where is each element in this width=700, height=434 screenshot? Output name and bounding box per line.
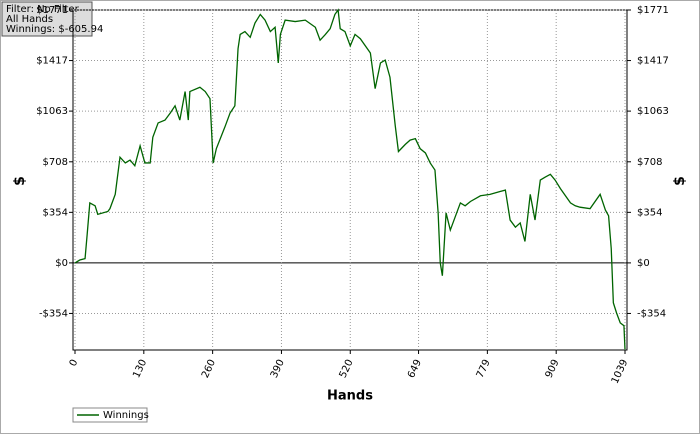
legend-label: Winnings (103, 410, 149, 421)
info-box (1, 1, 93, 37)
y-tick-label: $1417 (36, 56, 68, 67)
y-axis-label: $ (12, 176, 28, 186)
info-filter: Filter: No Filter (6, 4, 80, 15)
y2-tick-label: $0 (637, 258, 650, 269)
y2-tick-label: $354 (637, 207, 662, 218)
series-line (74, 8, 626, 350)
y2-tick-label: $1771 (637, 5, 669, 16)
info-winnings: Winnings: $-605.94 (6, 24, 103, 35)
y2-tick-label: -$354 (637, 308, 666, 319)
y-tick-label: $708 (43, 157, 68, 168)
y-tick-label: $0 (55, 258, 68, 269)
y-tick-label: $1063 (36, 106, 68, 117)
y-tick-label: -$354 (39, 308, 68, 319)
y2-tick-label: $708 (637, 157, 662, 168)
info-hands: All Hands (6, 14, 53, 25)
y2-axis-label: $ (672, 176, 688, 186)
y-tick-label: $354 (43, 207, 68, 218)
legend (72, 407, 148, 423)
y2-tick-label: $1063 (637, 106, 669, 117)
y2-tick-label: $1417 (637, 56, 669, 67)
x-axis-label: Hands (327, 389, 373, 404)
x-tick-label: 0 (68, 358, 81, 368)
y-tick-label: $1771 (36, 5, 68, 16)
